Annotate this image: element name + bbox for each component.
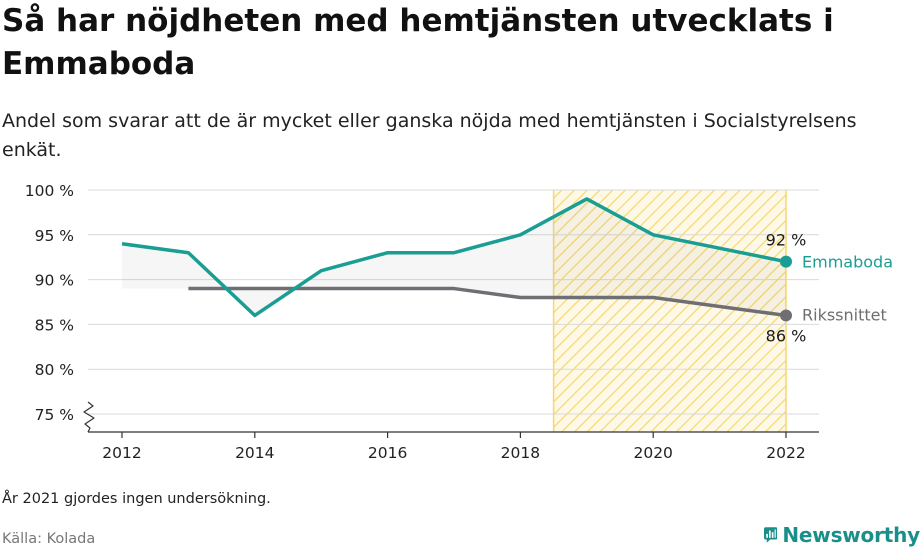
y-tick-label: 95 % (35, 227, 74, 245)
value-label-emmaboda: 92 % (766, 231, 807, 250)
x-tick-label: 2022 (766, 444, 805, 462)
y-tick-label: 80 % (35, 361, 74, 379)
y-tick-label: 85 % (35, 316, 74, 334)
y-tick-label: 90 % (35, 272, 74, 290)
endpoint-rikssnittet (780, 309, 792, 322)
x-tick-label: 2020 (633, 444, 672, 462)
newsworthy-logo: Newsworthy (764, 520, 920, 550)
series-line-emmaboda (121, 197, 787, 318)
chart-title: Så har nöjdheten med hemtjänsten utveckl… (2, 3, 834, 82)
y-tick-label: 75 % (35, 406, 74, 424)
endpoint-emmaboda (780, 255, 792, 268)
brand-name: Newsworthy (782, 523, 920, 547)
x-tick-label: 2014 (235, 444, 274, 462)
newsworthy-icon (764, 527, 778, 543)
series-line-rikssnittet (188, 286, 787, 318)
source-label: Källa: Kolada (2, 531, 96, 547)
axis-break-icon (83, 401, 95, 433)
footnote: År 2021 gjordes ingen undersökning. (2, 491, 271, 507)
difference-area (122, 198, 786, 316)
series-label-emmaboda: Emmaboda (802, 253, 893, 272)
y-tick-label: 100 % (25, 182, 74, 200)
x-tick-label: 2012 (102, 444, 141, 462)
series-label-rikssnittet: Rikssnittet (802, 305, 887, 324)
value-label-rikssnittet: 86 % (766, 326, 807, 345)
line-chart: 75 % 80 % 85 % 90 % 95 % 100 % 92 % Emmaboda 86 … (25, 182, 893, 462)
x-tick-label: 2018 (501, 444, 540, 462)
chart-subtitle: Andel som svarar att de är mycket eller … (2, 110, 857, 161)
x-tick-label: 2016 (368, 444, 407, 462)
